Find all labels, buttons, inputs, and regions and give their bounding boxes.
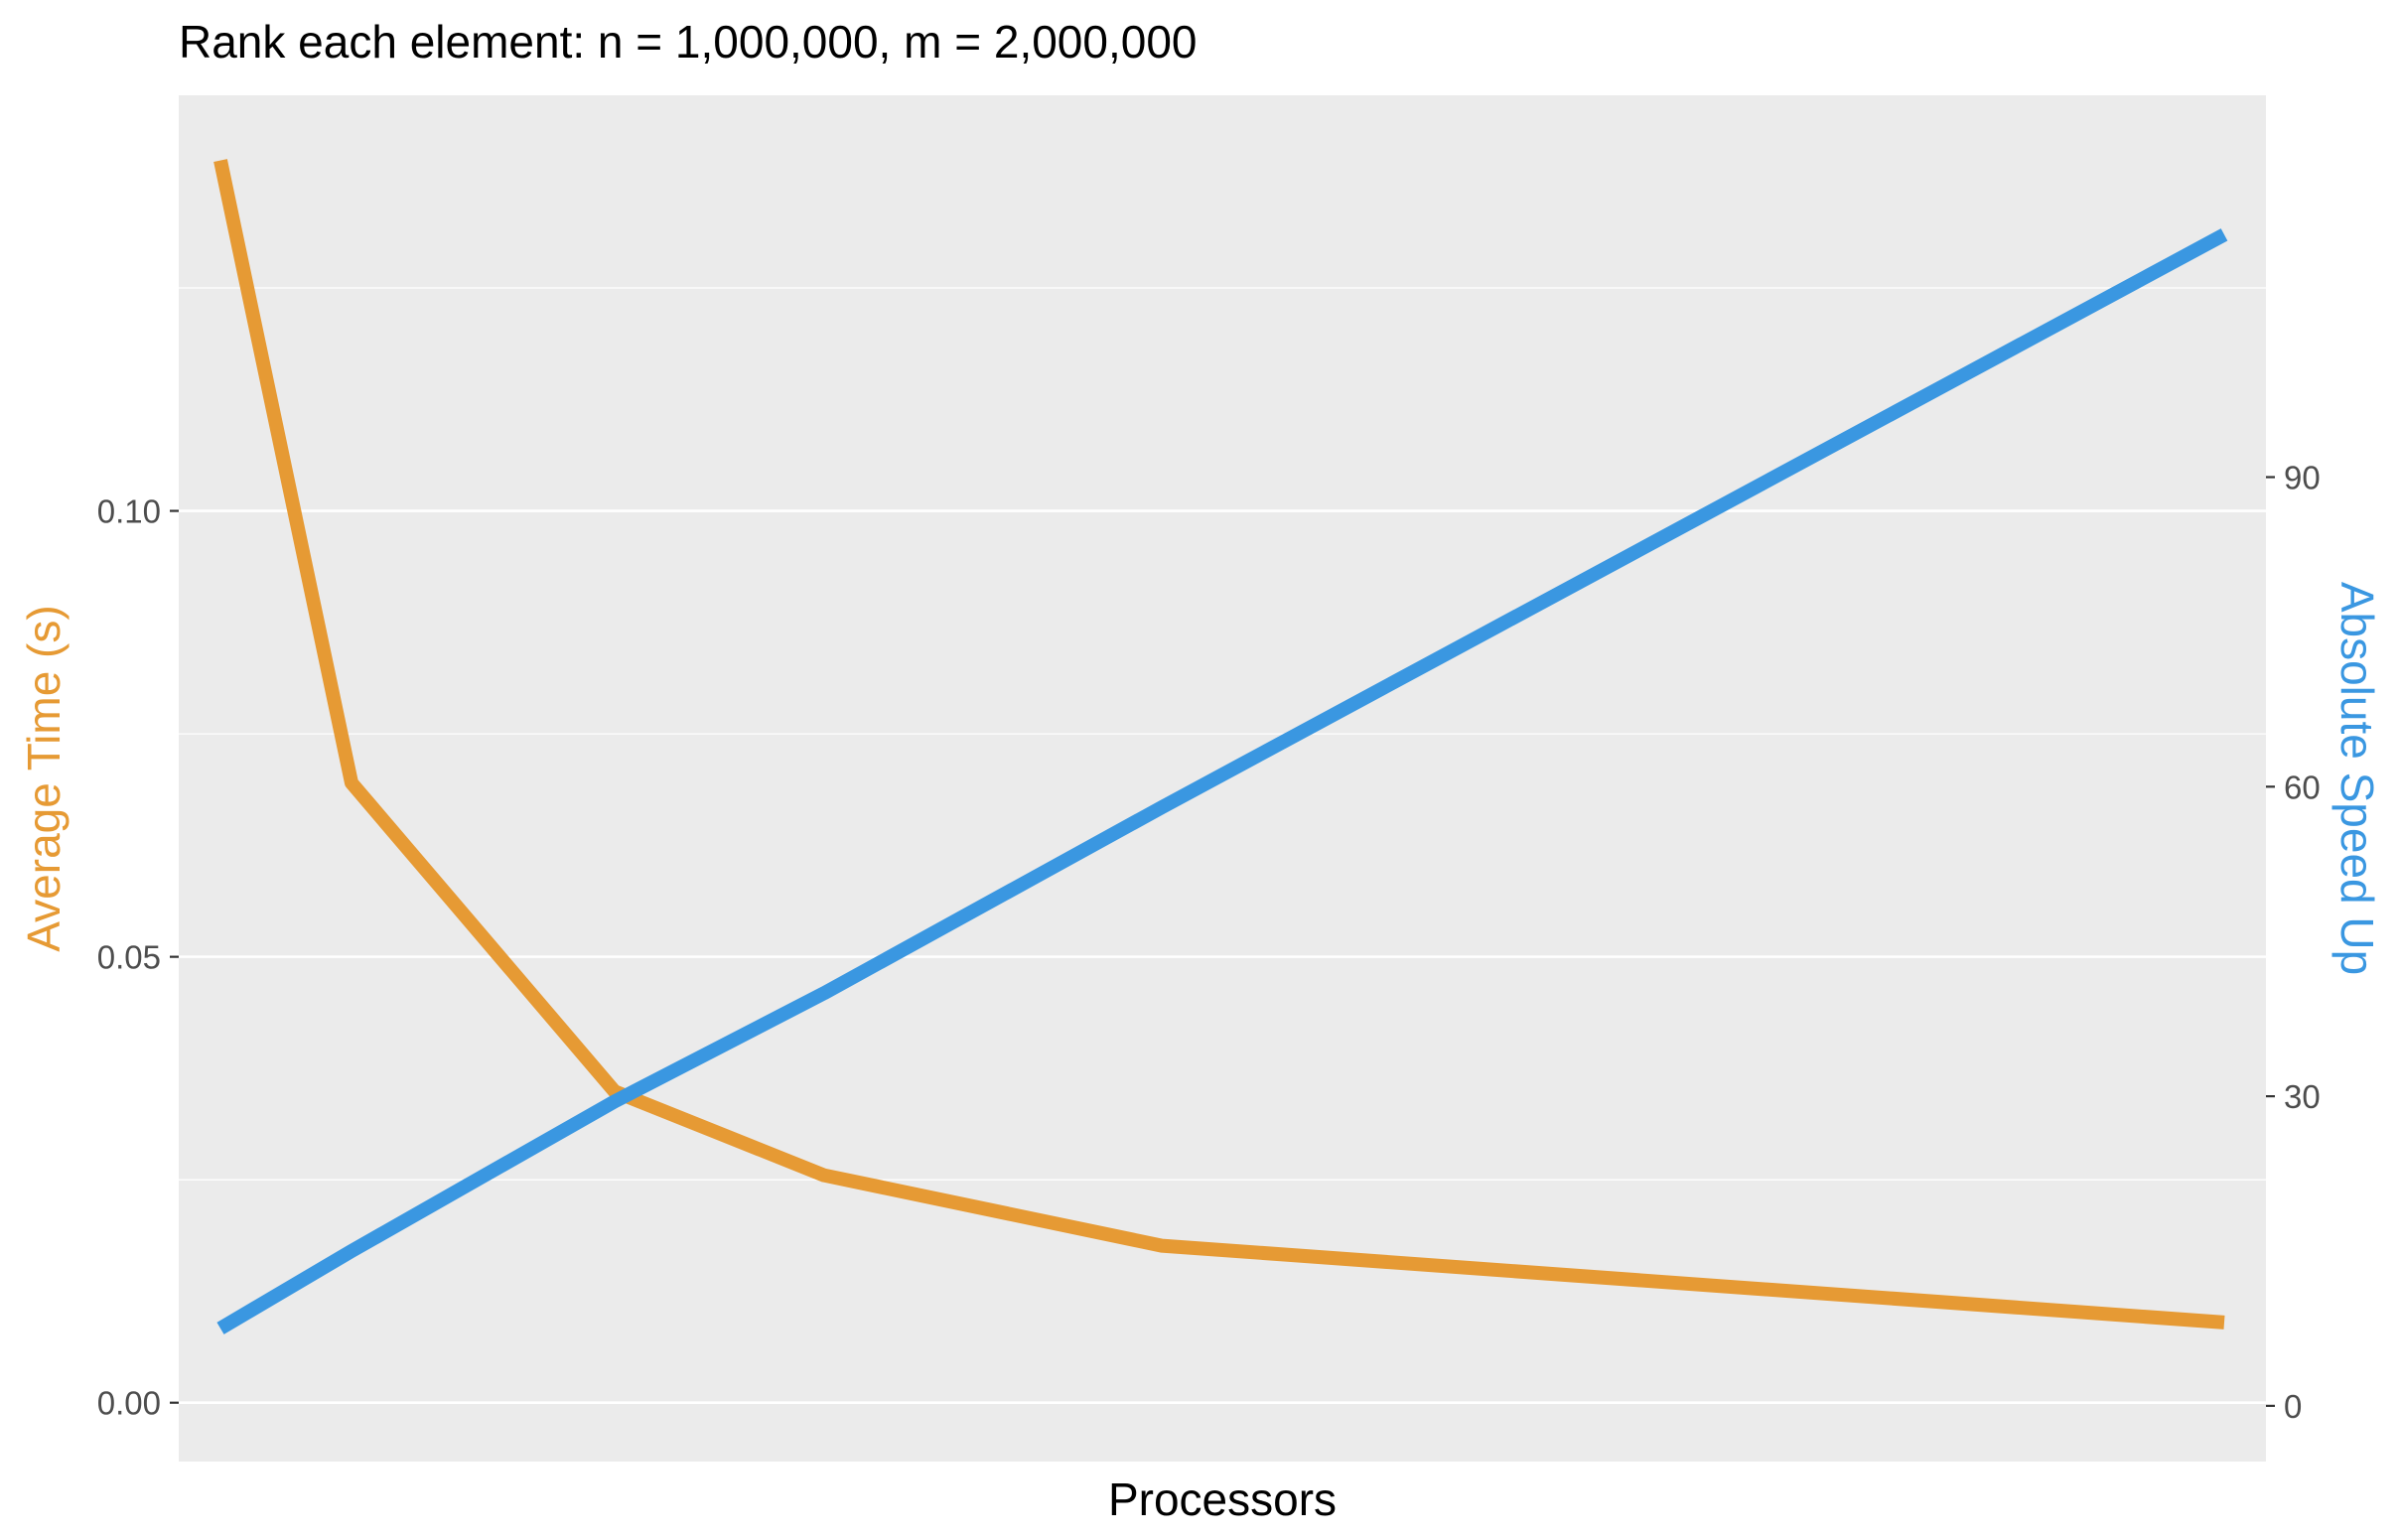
grid-major: [179, 509, 2266, 1405]
series-layer: [213, 159, 2228, 1334]
y-axis-title-right: Absolute Speed Up: [2331, 582, 2383, 975]
left-axis: 0.00 0.05 0.10: [97, 493, 179, 1422]
right-axis: 0 30 60 90: [2266, 460, 2321, 1425]
right-tick-label: 90: [2284, 460, 2321, 496]
series-line-average-time: [213, 159, 2225, 1330]
right-tick-label: 30: [2284, 1078, 2321, 1115]
left-tick-label: 0.05: [97, 939, 161, 976]
series-line-speed-up: [216, 228, 2228, 1334]
grid-minor: [179, 287, 2266, 1181]
y-axis-title-left: Average Time (s): [18, 605, 70, 951]
left-tick-label: 0.00: [97, 1385, 161, 1422]
x-axis-title: Processors: [1108, 1473, 1337, 1525]
left-tick-label: 0.10: [97, 493, 161, 530]
right-tick-label: 0: [2284, 1388, 2302, 1425]
right-tick-label: 60: [2284, 769, 2321, 805]
chart-title: Rank each element: n = 1,000,000, m = 2,…: [179, 16, 1198, 68]
